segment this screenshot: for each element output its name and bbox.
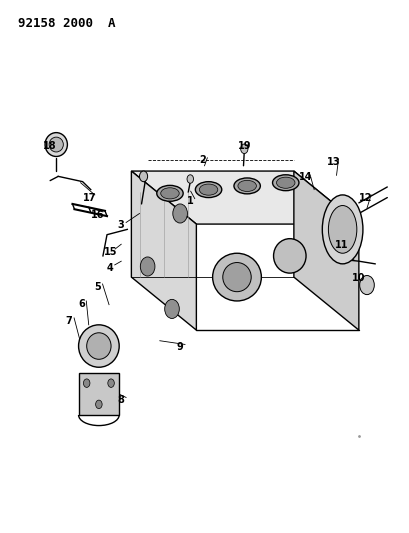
Text: 3: 3 bbox=[118, 220, 125, 230]
Circle shape bbox=[173, 204, 187, 223]
Ellipse shape bbox=[196, 182, 222, 198]
Polygon shape bbox=[294, 171, 359, 330]
Text: 17: 17 bbox=[83, 192, 97, 203]
Ellipse shape bbox=[276, 177, 295, 188]
Text: 12: 12 bbox=[360, 192, 373, 203]
Ellipse shape bbox=[213, 253, 261, 301]
Text: 15: 15 bbox=[103, 247, 117, 257]
Text: 11: 11 bbox=[335, 240, 348, 251]
Ellipse shape bbox=[199, 184, 218, 195]
Polygon shape bbox=[131, 171, 196, 330]
Text: 14: 14 bbox=[299, 172, 312, 182]
Ellipse shape bbox=[238, 180, 256, 191]
Ellipse shape bbox=[79, 325, 119, 367]
Ellipse shape bbox=[328, 206, 357, 253]
Ellipse shape bbox=[45, 133, 67, 157]
Text: 9: 9 bbox=[177, 342, 184, 352]
Circle shape bbox=[83, 379, 90, 387]
Text: 13: 13 bbox=[327, 157, 340, 166]
Ellipse shape bbox=[272, 175, 299, 191]
Text: 1: 1 bbox=[187, 196, 193, 206]
Text: 19: 19 bbox=[238, 141, 251, 151]
Ellipse shape bbox=[234, 178, 261, 194]
Ellipse shape bbox=[322, 195, 363, 264]
Ellipse shape bbox=[49, 137, 63, 152]
Circle shape bbox=[140, 257, 155, 276]
Circle shape bbox=[165, 300, 179, 318]
Circle shape bbox=[187, 175, 193, 183]
Ellipse shape bbox=[223, 263, 251, 292]
Ellipse shape bbox=[87, 333, 111, 359]
Text: 5: 5 bbox=[94, 281, 101, 292]
Circle shape bbox=[108, 379, 115, 387]
Text: 4: 4 bbox=[106, 263, 113, 272]
Text: 92158 2000  A: 92158 2000 A bbox=[18, 17, 115, 30]
Text: 10: 10 bbox=[352, 273, 366, 283]
Text: 6: 6 bbox=[78, 298, 85, 309]
Circle shape bbox=[96, 400, 102, 409]
Circle shape bbox=[360, 276, 374, 295]
Text: 8: 8 bbox=[118, 395, 125, 405]
Polygon shape bbox=[131, 171, 359, 224]
Text: 16: 16 bbox=[91, 209, 105, 220]
Circle shape bbox=[139, 171, 148, 182]
Text: 18: 18 bbox=[43, 141, 56, 151]
Ellipse shape bbox=[274, 239, 306, 273]
Polygon shape bbox=[79, 373, 119, 415]
Circle shape bbox=[240, 144, 248, 154]
Text: 2: 2 bbox=[199, 156, 206, 165]
Ellipse shape bbox=[157, 185, 183, 201]
Text: 7: 7 bbox=[66, 316, 73, 326]
Ellipse shape bbox=[161, 188, 179, 199]
